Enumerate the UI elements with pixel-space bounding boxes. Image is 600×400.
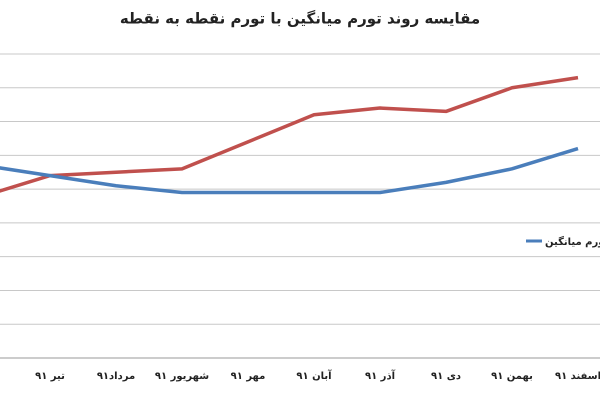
x-tick-label: تیر ۹۱: [35, 371, 65, 382]
x-tick-label: آذر ۹۱: [365, 369, 396, 382]
x-tick-label: بهمن ۹۱: [491, 371, 533, 382]
chart-title: مقایسه روند تورم میانگین با تورم نقطه به…: [120, 10, 480, 28]
x-tick-label: آبان ۹۱: [296, 369, 332, 382]
legend-label: تورم میانگین: [545, 235, 600, 248]
x-tick-label: مهر ۹۱: [231, 371, 266, 382]
series-line: [0, 146, 579, 195]
series-line: [0, 75, 579, 193]
x-tick-label: دی ۹۱: [431, 371, 461, 382]
x-tick-label: اسفند ۹۱: [555, 371, 600, 382]
x-tick-label: شهریور ۹۱: [155, 371, 209, 382]
x-tick-label: مرداد۹۱: [97, 371, 135, 382]
